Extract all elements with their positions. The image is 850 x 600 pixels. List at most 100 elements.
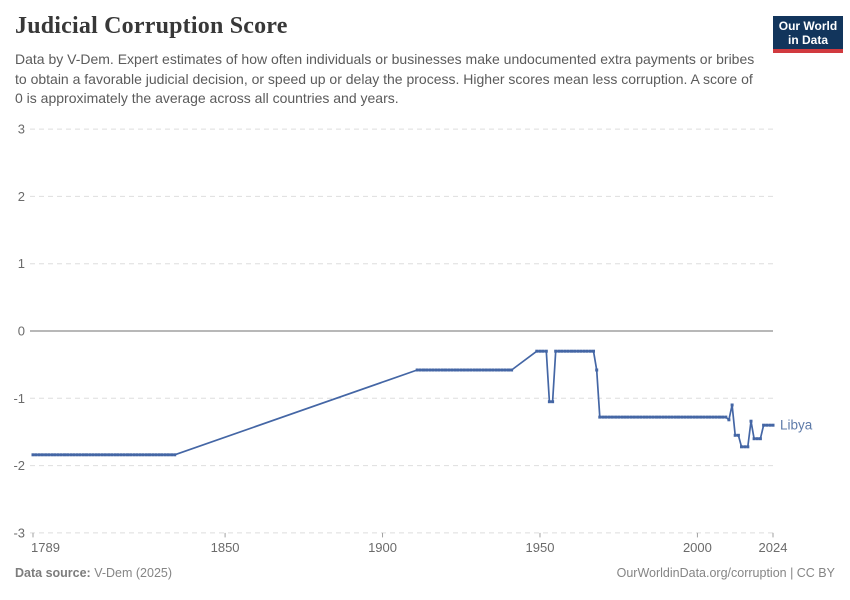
data-point-marker <box>636 415 640 419</box>
data-point-marker <box>453 368 457 372</box>
data-point-marker <box>557 349 561 353</box>
data-source: Data source: V-Dem (2025) <box>15 566 172 580</box>
data-point-marker <box>47 453 51 457</box>
data-point-marker <box>63 453 66 457</box>
y-tick-label: 1 <box>18 256 25 271</box>
data-point-marker <box>34 453 38 457</box>
data-point-marker <box>595 368 599 372</box>
data-point-marker <box>425 368 429 372</box>
data-point-marker <box>135 453 139 457</box>
data-point-marker <box>497 368 501 372</box>
data-point-marker <box>651 415 655 419</box>
data-point-marker <box>415 368 419 372</box>
data-point-marker <box>110 453 114 457</box>
data-point-marker <box>730 403 734 407</box>
data-point-marker <box>507 368 510 372</box>
data-point-marker <box>740 445 743 449</box>
data-point-marker <box>166 453 170 457</box>
data-point-marker <box>721 415 725 419</box>
data-point-marker <box>78 453 82 457</box>
data-point-marker <box>494 368 498 372</box>
y-tick-label: -3 <box>13 525 25 540</box>
data-point-marker <box>428 368 432 372</box>
data-point-marker <box>40 453 44 457</box>
data-point-marker <box>535 349 539 353</box>
data-point-marker <box>173 453 177 457</box>
data-point-marker <box>44 453 48 457</box>
data-point-marker <box>144 453 148 457</box>
chart-subtitle: Data by V-Dem. Expert estimates of how o… <box>15 51 755 106</box>
data-point-marker <box>126 453 129 457</box>
data-point-marker <box>103 453 107 457</box>
data-point-marker <box>462 368 466 372</box>
data-point-marker <box>444 368 447 372</box>
data-point-marker <box>510 368 514 372</box>
data-point-marker <box>692 415 696 419</box>
data-point-marker <box>544 349 548 353</box>
owid-logo: Our World in Data <box>773 16 843 53</box>
footer-attribution-link[interactable]: OurWorldinData.org/corruption | CC BY <box>616 566 835 580</box>
data-point-marker <box>431 368 435 372</box>
x-tick-label: 1850 <box>211 540 240 555</box>
data-point-marker <box>541 349 545 353</box>
data-point-marker <box>576 349 580 353</box>
data-point-marker <box>72 453 76 457</box>
data-point-marker <box>88 453 92 457</box>
data-point-marker <box>683 415 687 419</box>
y-tick-label: 3 <box>18 122 25 137</box>
x-tick-label: 1950 <box>526 540 555 555</box>
data-point-marker <box>160 453 164 457</box>
data-point-marker <box>673 415 677 419</box>
data-point-marker <box>472 368 476 372</box>
data-point-marker <box>157 453 161 457</box>
data-point-marker <box>588 349 592 353</box>
data-point-marker <box>570 349 573 353</box>
data-point-marker <box>491 368 495 372</box>
data-point-marker <box>733 433 737 437</box>
data-point-marker <box>626 415 630 419</box>
data-point-marker <box>97 453 101 457</box>
data-point-marker <box>113 453 117 457</box>
data-point-marker <box>69 453 73 457</box>
data-point-marker <box>771 423 775 427</box>
y-tick-label: -2 <box>13 458 25 473</box>
data-point-marker <box>752 437 756 441</box>
data-point-marker <box>632 415 636 419</box>
data-point-marker <box>758 437 762 441</box>
x-tick-label: 2024 <box>759 540 788 555</box>
x-tick-label: 2000 <box>683 540 712 555</box>
logo-line2: in Data <box>787 33 828 47</box>
data-point-marker <box>503 368 507 372</box>
data-point-marker <box>623 415 627 419</box>
data-point-marker <box>610 415 614 419</box>
data-point-marker <box>614 415 618 419</box>
data-point-marker <box>718 415 721 419</box>
data-point-marker <box>746 445 750 449</box>
data-point-marker <box>642 415 646 419</box>
data-point-marker <box>37 453 41 457</box>
data-point-marker <box>736 433 740 437</box>
data-point-marker <box>582 349 586 353</box>
data-point-marker <box>629 415 633 419</box>
data-point-marker <box>66 453 70 457</box>
series-label-libya[interactable]: Libya <box>780 418 813 433</box>
data-point-marker <box>100 453 104 457</box>
data-point-marker <box>500 368 504 372</box>
data-point-marker <box>151 453 155 457</box>
data-point-marker <box>686 415 690 419</box>
data-point-marker <box>466 368 470 372</box>
data-point-marker <box>450 368 454 372</box>
data-point-marker <box>664 415 668 419</box>
data-point-marker <box>59 453 63 457</box>
data-point-marker <box>163 453 167 457</box>
data-point-marker <box>488 368 492 372</box>
series-line-libya <box>33 350 773 456</box>
x-tick-label: 1789 <box>31 540 60 555</box>
data-point-marker <box>447 368 451 372</box>
data-point-marker <box>119 453 123 457</box>
data-point-marker <box>658 415 662 419</box>
data-point-marker <box>484 368 488 372</box>
page-title: Judicial Corruption Score <box>15 13 288 39</box>
data-point-marker <box>478 368 482 372</box>
